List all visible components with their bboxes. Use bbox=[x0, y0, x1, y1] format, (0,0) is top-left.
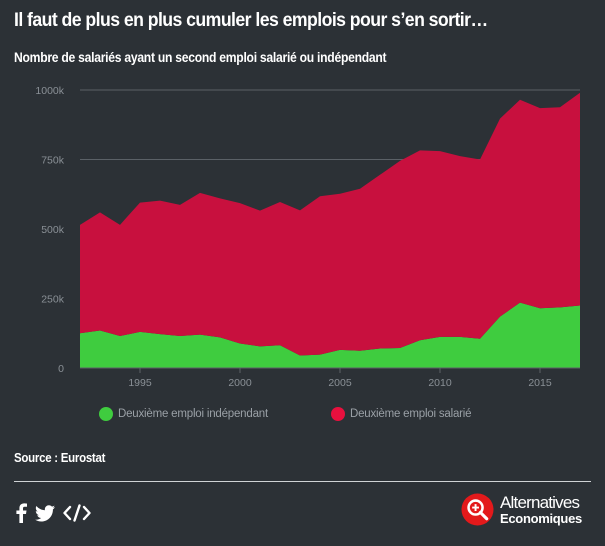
y-tick-label: 500k bbox=[41, 224, 65, 236]
x-tick-label: 2010 bbox=[428, 377, 452, 388]
y-tick-label: 250k bbox=[41, 294, 65, 306]
chart-title: Il faut de plus en plus cumuler les empl… bbox=[14, 10, 488, 31]
legend-label-salarie: Deuxième emploi salarié bbox=[350, 408, 472, 420]
area-chart: 0 250k 500k 750k 1000k 1995 2000 2005 2010 2015 bbox=[35, 85, 580, 388]
facebook-icon[interactable] bbox=[15, 503, 27, 523]
x-tick-label: 2015 bbox=[528, 377, 552, 388]
legend-swatch-independant bbox=[99, 407, 113, 421]
x-tick-label: 2000 bbox=[228, 377, 252, 388]
legend-label-independant: Deuxième emploi indépendant bbox=[118, 408, 268, 420]
footer-divider bbox=[14, 481, 591, 482]
y-tick-label: 1000k bbox=[35, 85, 64, 97]
chart-subtitle: Nombre de salariés ayant un second emplo… bbox=[14, 50, 387, 65]
area-series-salarie bbox=[80, 92, 580, 356]
x-tick-label: 1995 bbox=[128, 377, 152, 388]
alternatives-economiques-logo bbox=[461, 493, 494, 526]
legend-item-independant[interactable]: Deuxième emploi indépendant bbox=[99, 407, 268, 421]
legend-swatch-salarie bbox=[331, 407, 345, 421]
y-tick-label: 750k bbox=[41, 155, 65, 167]
legend-item-salarie[interactable]: Deuxième emploi salarié bbox=[331, 407, 472, 421]
area-series-independant bbox=[80, 302, 580, 368]
embed-code-icon[interactable] bbox=[63, 504, 91, 522]
y-tick-label: 0 bbox=[58, 363, 64, 375]
x-tick-label: 2005 bbox=[328, 377, 352, 388]
twitter-icon[interactable] bbox=[35, 504, 55, 522]
brand-logo-block[interactable]: Alternatives Economiques bbox=[461, 493, 582, 526]
brand-name-line1: Alternatives bbox=[500, 493, 580, 512]
brand-name-line2: Economiques bbox=[500, 511, 582, 526]
social-share-bar bbox=[15, 503, 99, 523]
source-note: Source : Eurostat bbox=[14, 451, 106, 465]
